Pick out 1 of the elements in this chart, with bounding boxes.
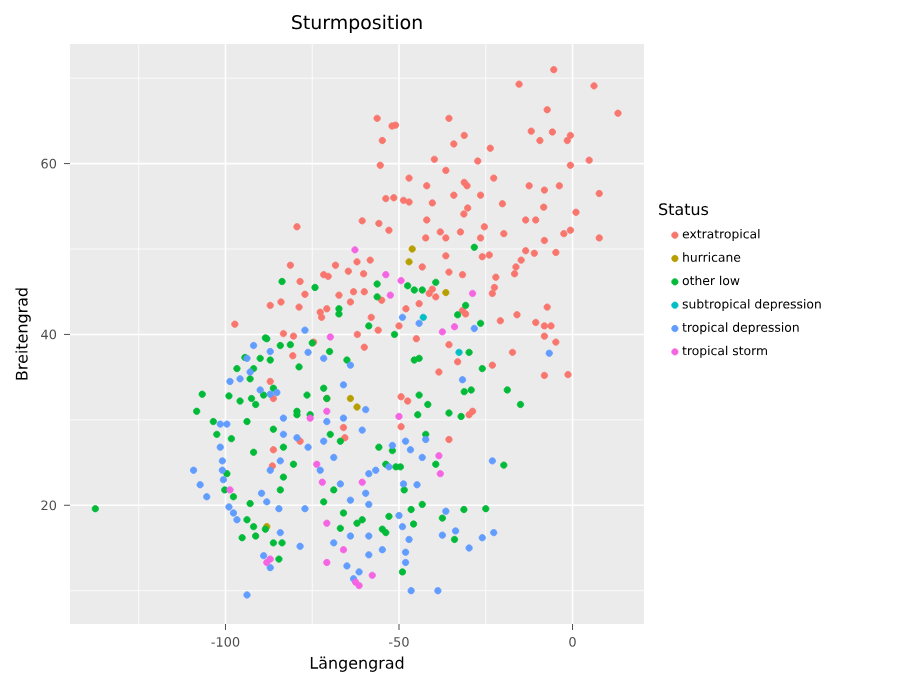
chart-title: Sturmposition bbox=[292, 14, 422, 33]
